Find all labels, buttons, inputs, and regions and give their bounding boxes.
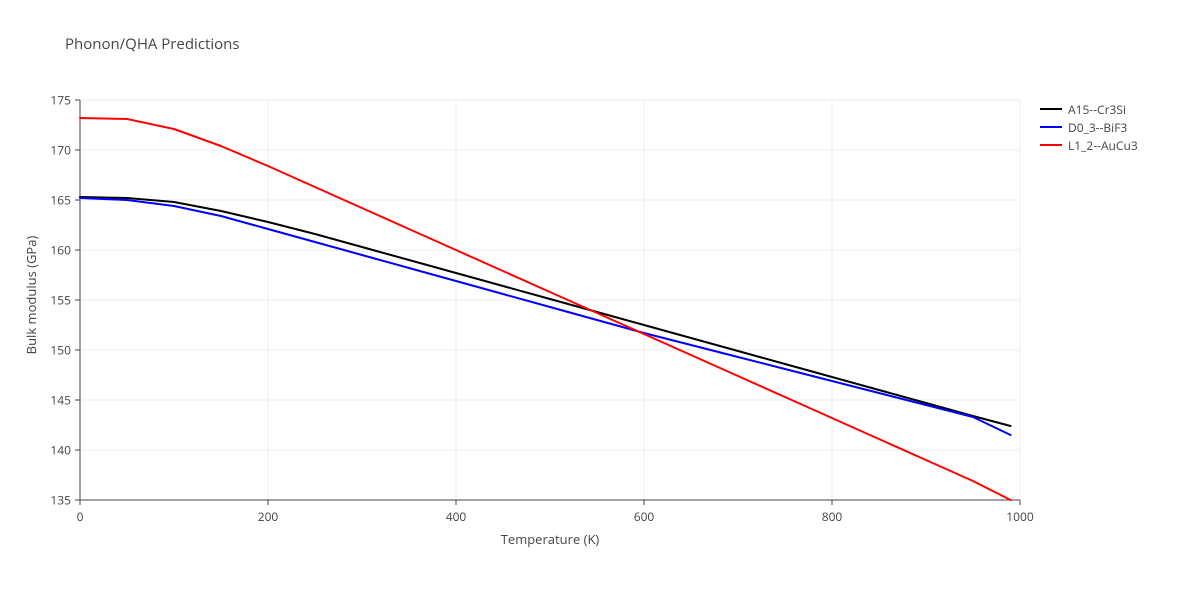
x-tick-label: 600	[634, 508, 655, 525]
chart-container: Phonon/QHA Predictions 02004006008001000…	[0, 0, 1200, 600]
legend-label: D0_3--BiF3	[1068, 119, 1127, 136]
y-tick-label: 155	[43, 292, 71, 309]
y-tick-label: 140	[43, 442, 71, 459]
y-tick-label: 175	[43, 92, 71, 109]
x-tick-label: 800	[822, 508, 843, 525]
x-axis-label: Temperature (K)	[490, 530, 610, 548]
legend: A15--Cr3SiD0_3--BiF3L1_2--AuCu3	[1040, 100, 1138, 154]
axis-lines	[75, 100, 1020, 505]
y-tick-label: 160	[43, 242, 71, 259]
series-line-1	[80, 198, 1011, 435]
x-tick-label: 400	[446, 508, 467, 525]
legend-swatch-icon	[1040, 144, 1062, 146]
legend-swatch-icon	[1040, 108, 1062, 110]
y-tick-label: 170	[43, 142, 71, 159]
series-lines	[80, 118, 1011, 500]
x-tick-label: 200	[258, 508, 279, 525]
legend-label: L1_2--AuCu3	[1068, 137, 1138, 154]
x-tick-label: 1000	[1006, 508, 1033, 525]
series-line-2	[80, 118, 1011, 500]
legend-item-2[interactable]: L1_2--AuCu3	[1040, 136, 1138, 154]
y-axis-label: Bulk modulus (GPa)	[22, 220, 40, 370]
legend-swatch-icon	[1040, 126, 1062, 128]
y-tick-label: 145	[43, 392, 71, 409]
x-tick-label: 0	[77, 508, 84, 525]
y-tick-label: 165	[43, 192, 71, 209]
legend-item-0[interactable]: A15--Cr3Si	[1040, 100, 1138, 118]
legend-item-1[interactable]: D0_3--BiF3	[1040, 118, 1138, 136]
y-tick-label: 135	[43, 492, 71, 509]
legend-label: A15--Cr3Si	[1068, 101, 1126, 118]
y-tick-label: 150	[43, 342, 71, 359]
